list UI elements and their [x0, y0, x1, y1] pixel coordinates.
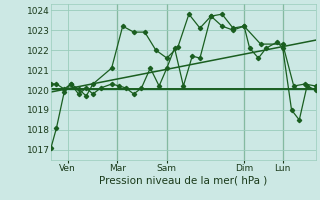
- X-axis label: Pression niveau de la mer( hPa ): Pression niveau de la mer( hPa ): [99, 176, 268, 186]
